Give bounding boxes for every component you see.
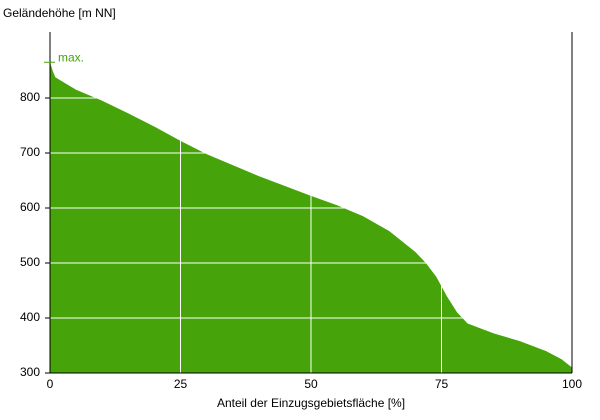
x-tick-label: 25 xyxy=(174,377,188,391)
x-axis-label: Anteil der Einzugsgebietsfläche [%] xyxy=(217,396,405,410)
x-tick-label: 100 xyxy=(562,377,582,391)
y-tick-label: 800 xyxy=(20,90,40,104)
x-tick-label: 50 xyxy=(304,377,318,391)
y-tick-label: 500 xyxy=(20,255,40,269)
y-tick-label: 600 xyxy=(20,200,40,214)
annotation: max. xyxy=(58,50,84,64)
x-tick-label: 75 xyxy=(435,377,449,391)
y-tick-label: 300 xyxy=(20,365,40,379)
y-tick-label: 400 xyxy=(20,310,40,324)
y-axis-label: Geländehöhe [m NN] xyxy=(3,6,116,20)
x-tick-label: 0 xyxy=(47,377,54,391)
y-tick-label: 700 xyxy=(20,145,40,159)
